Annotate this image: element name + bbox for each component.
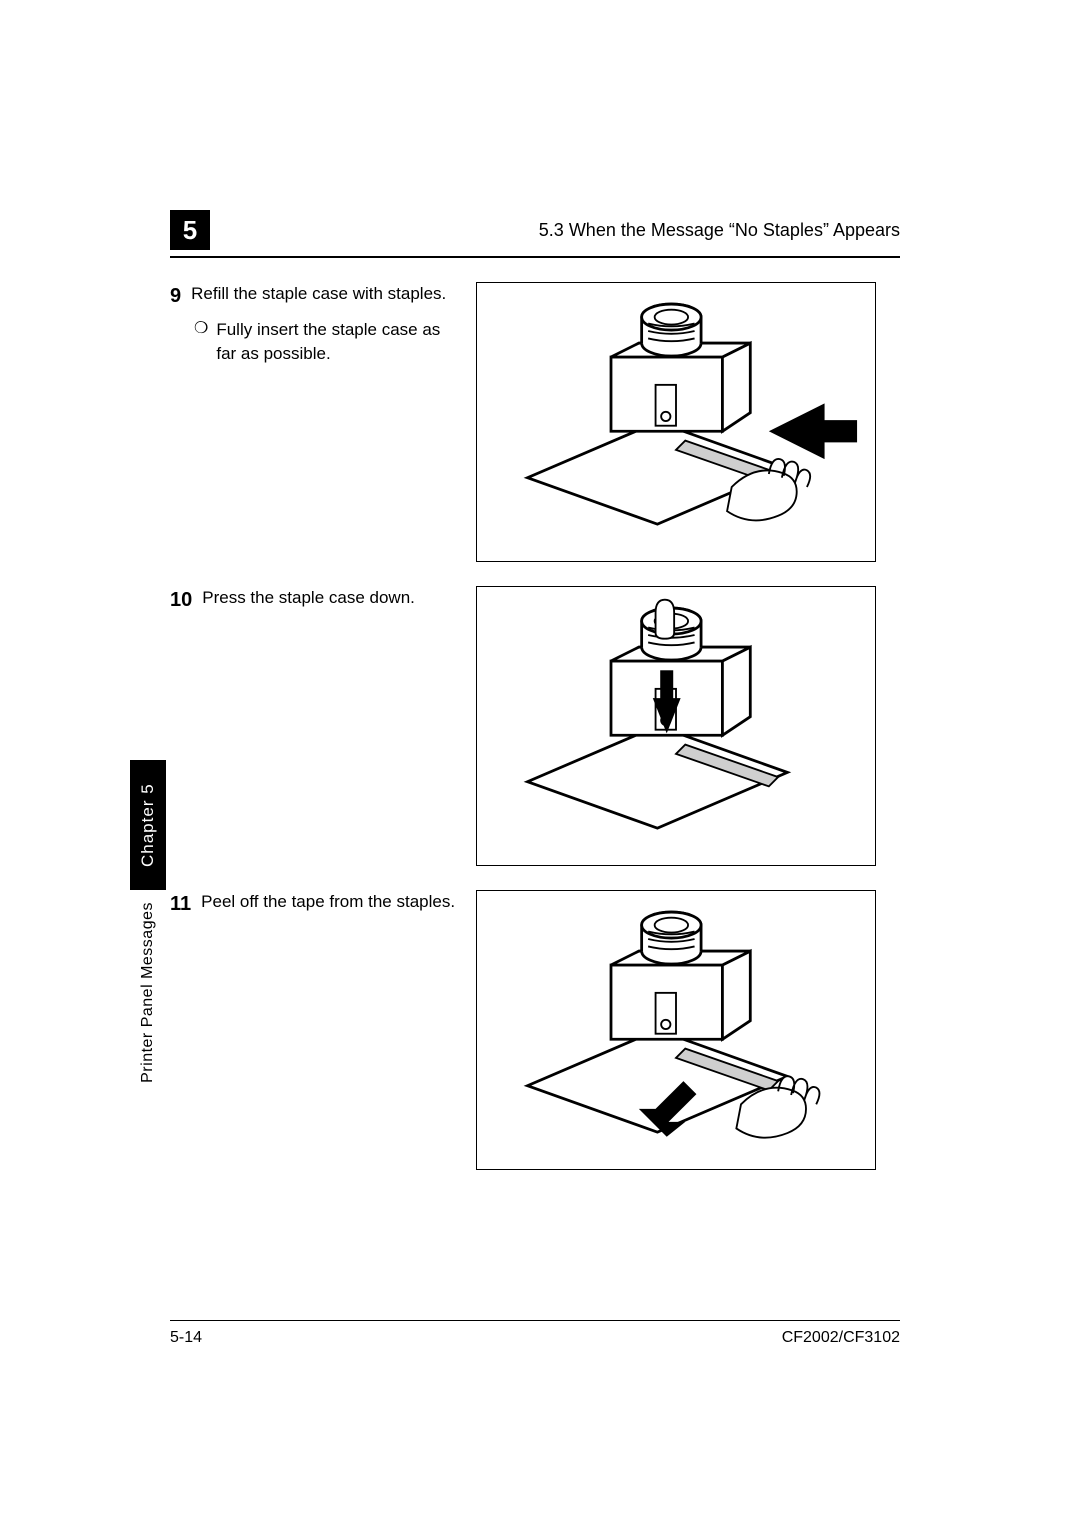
step-9-body: Refill the staple case with staples.	[191, 282, 446, 306]
side-tab-section-label: Printer Panel Messages	[139, 902, 157, 1083]
page-footer: 5-14 CF2002/CF3102	[170, 1320, 900, 1347]
chapter-number: 5	[183, 215, 197, 246]
figure-step-11-svg	[486, 900, 866, 1160]
step-10-body: Press the staple case down.	[202, 586, 415, 610]
step-11-body: Peel off the tape from the staples.	[201, 890, 455, 914]
page-content: 5 5.3 When the Message “No Staples” Appe…	[170, 210, 900, 1194]
step-9-subtext: Fully insert the staple case as far as p…	[216, 318, 460, 366]
chapter-number-box: 5	[170, 210, 210, 250]
footer-model: CF2002/CF3102	[782, 1329, 900, 1347]
step-10-text: 10 Press the staple case down.	[170, 586, 476, 614]
side-tab-chapter-label: Chapter 5	[138, 783, 158, 867]
step-11: 11 Peel off the tape from the staples.	[170, 890, 900, 1170]
step-9-number: 9	[170, 282, 181, 310]
figure-step-10-svg	[486, 596, 866, 856]
side-tab: Chapter 5 Printer Panel Messages	[130, 760, 166, 1083]
figure-step-10	[476, 586, 876, 866]
step-10-number: 10	[170, 586, 192, 614]
step-11-number: 11	[170, 890, 191, 918]
bullet-icon: ❍	[194, 318, 208, 340]
footer-page-number: 5-14	[170, 1329, 202, 1347]
figure-step-9	[476, 282, 876, 562]
side-tab-chapter: Chapter 5	[130, 760, 166, 890]
step-9-text: 9 Refill the staple case with staples. ❍…	[170, 282, 476, 366]
step-9-substep: ❍ Fully insert the staple case as far as…	[194, 318, 460, 366]
section-title: 5.3 When the Message “No Staples” Appear…	[224, 220, 900, 241]
page-header: 5 5.3 When the Message “No Staples” Appe…	[170, 210, 900, 258]
step-9: 9 Refill the staple case with staples. ❍…	[170, 282, 900, 562]
figure-step-11	[476, 890, 876, 1170]
figure-step-9-svg	[486, 292, 866, 552]
step-11-text: 11 Peel off the tape from the staples.	[170, 890, 476, 918]
step-10: 10 Press the staple case down.	[170, 586, 900, 866]
